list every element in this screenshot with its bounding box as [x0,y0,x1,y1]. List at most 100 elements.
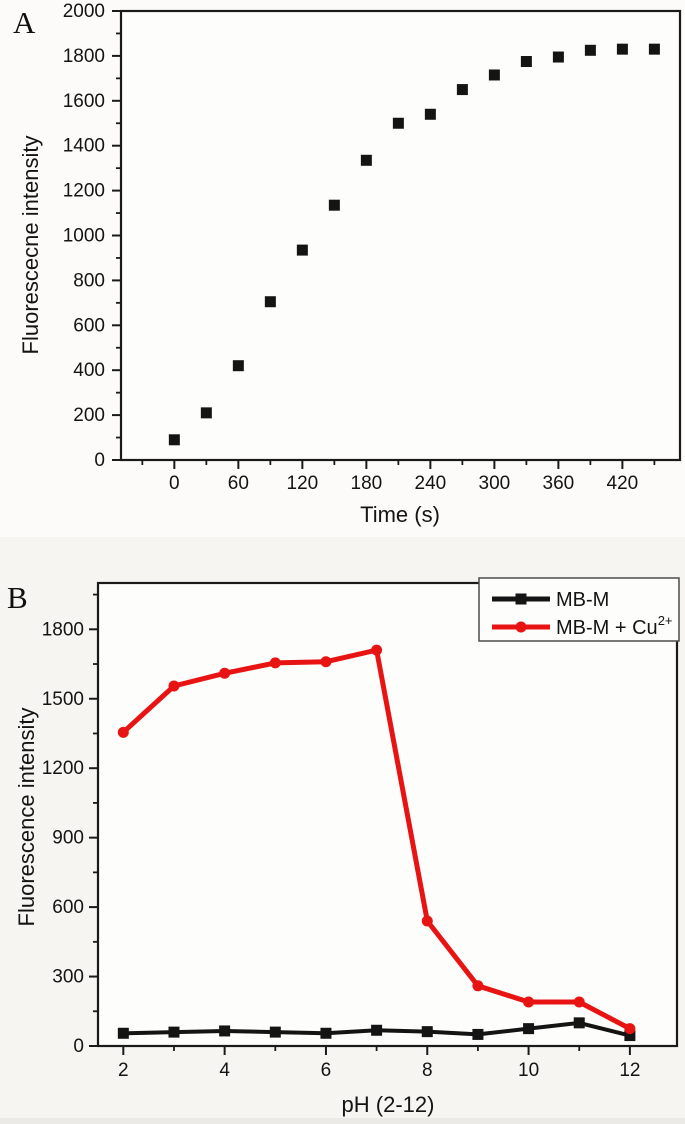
data-point-circle [320,656,332,668]
data-point-square [624,1030,636,1042]
data-point-square [264,296,276,308]
y-tick-label: 400 [73,360,105,381]
legend-item-mb-m-cu: MB-M + Cu2+ [492,613,673,639]
data-point-circle [523,996,535,1008]
data-point-square [168,434,180,446]
legend-label: MB-M [556,589,609,611]
plot-frame [96,581,679,1048]
data-point-circle [117,726,129,738]
chart-b-x-axis-title: pH (2-12) [342,1092,435,1117]
x-tick-label: 2 [118,1060,129,1081]
x-tick-label: 4 [219,1060,230,1081]
y-tick-label: 1500 [42,689,84,710]
series-mb-m-cu [117,644,636,1035]
panel-b-label: B [7,580,28,615]
data-point-circle [371,644,383,656]
y-tick-label: 800 [73,270,105,291]
x-tick-label: 180 [351,473,383,494]
y-tick-label: 1200 [63,181,105,202]
x-tick-label: 300 [479,473,511,494]
data-point-square [488,69,500,81]
data-point-square [573,1017,585,1029]
data-point-square [552,51,564,63]
legend-item-mb-m: MB-M [492,589,609,611]
y-axis-ticks: 0 300 600 900 1200 1500 1800 [42,593,98,1057]
x-tick-label: 420 [607,473,639,494]
y-tick-label: 600 [73,315,105,336]
x-tick-label: 8 [422,1060,433,1081]
data-point-square [421,1026,433,1038]
series-time-course [168,43,660,446]
plot-interior [121,11,680,460]
x-tick-label: 6 [321,1060,332,1081]
legend-label: MB-M + Cu2+ [556,613,673,639]
x-tick-label: 10 [518,1060,539,1081]
x-tick-label: 240 [415,473,447,494]
y-tick-label: 1200 [42,758,84,779]
legend-marker-circle [515,621,527,633]
data-point-circle [573,996,585,1008]
x-tick-label: 0 [169,473,180,494]
data-point-square [616,43,628,55]
data-point-square [328,199,340,211]
y-tick-label: 900 [52,828,84,849]
legend-marker-square [515,593,527,605]
data-point-circle [624,1023,636,1035]
chart-a-y-axis-title: Fluorescecne intensity [18,136,43,355]
data-point-circle [472,980,484,992]
y-tick-label: 300 [52,967,84,988]
data-point-circle [269,657,281,669]
y-tick-label: 1800 [42,619,84,640]
data-point-circle [219,667,231,679]
y-tick-label: 1600 [63,91,105,112]
chart-b-ph-line-chart: Fluorescence intensity pH (2-12) 2 4 6 8 10 1… [14,577,680,1117]
y-tick-label: 0 [94,450,105,471]
footer-strip [0,1118,685,1124]
data-point-square [584,44,596,56]
y-tick-label: 1800 [63,46,105,67]
x-tick-label: 12 [619,1060,640,1081]
x-axis-ticks: 0 60 120 180 240 300 360 420 [141,460,656,494]
data-point-square [168,1026,180,1038]
data-point-square [320,1027,332,1039]
y-tick-label: 1400 [63,136,105,157]
data-point-square [200,407,212,419]
panel-a-label: A [13,5,36,40]
y-tick-label: 2000 [63,1,105,22]
data-point-square [520,56,532,68]
legend: MB-MMB-M + Cu2+ [478,577,680,642]
data-point-square [117,1027,129,1039]
chart-b-y-axis-title: Fluorescence intensity [14,708,39,927]
series-mb-m [117,1017,636,1042]
data-point-circle [168,680,180,692]
x-tick-label: 60 [228,473,249,494]
chart-b-plot-area: 2 4 6 8 10 12 0 300 600 900 1200 1500 1800 MB-MMB-M +… [42,577,680,1081]
data-point-square [360,154,372,166]
y-tick-label: 1000 [63,226,105,247]
x-tick-label: 360 [543,473,575,494]
plot-interior [98,583,677,1046]
y-tick-label: 0 [73,1036,84,1057]
data-point-square [456,84,468,96]
x-axis-ticks: 2 4 6 8 10 12 [118,1046,640,1081]
data-point-square [424,108,436,120]
data-point-circle [421,915,433,927]
data-point-square [371,1024,383,1036]
data-point-square [392,117,404,129]
x-tick-label: 120 [287,473,319,494]
data-point-square [219,1025,231,1037]
y-tick-label: 600 [52,897,84,918]
legend-box [478,577,680,642]
y-tick-label: 200 [73,405,105,426]
data-point-square [523,1023,535,1035]
data-point-square [472,1028,484,1040]
data-point-square [296,244,308,256]
chart-a-x-axis-title: Time (s) [360,502,440,527]
chart-a-plot-area: 0 60 120 180 240 300 360 420 0 200 400 600 800 1000 12… [63,1,682,494]
plot-frame [119,9,682,462]
data-point-square [232,360,244,372]
data-point-square [269,1026,281,1038]
chart-a-kinetics-scatter: Fluorescecne intensity Time (s) 0 60 120 18… [18,1,682,527]
y-axis-ticks: 0 200 400 600 800 1000 1200 1400 1600 1800 2000 [63,1,121,471]
